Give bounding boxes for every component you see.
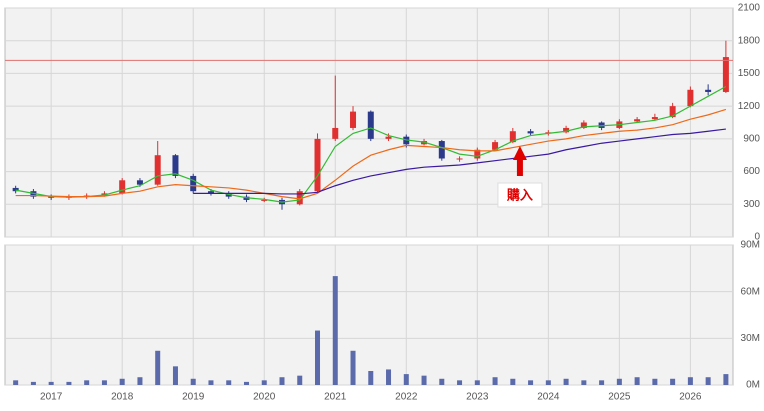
candle-body bbox=[687, 89, 694, 107]
moving-average bbox=[193, 128, 726, 195]
volume-bar bbox=[545, 380, 551, 385]
x-tick-label: 2024 bbox=[537, 392, 560, 403]
volume-bar bbox=[30, 381, 36, 385]
volume-bar bbox=[386, 369, 392, 385]
annotation-label: 購入 bbox=[506, 187, 533, 202]
candle-body bbox=[492, 142, 499, 150]
candle-body bbox=[119, 180, 126, 194]
x-tick-label: 2020 bbox=[253, 392, 276, 403]
candle-body bbox=[705, 89, 712, 92]
volume-bar bbox=[563, 378, 569, 385]
volume-bar bbox=[315, 330, 321, 385]
candle-body bbox=[563, 127, 570, 133]
volume-bar bbox=[599, 380, 605, 385]
y-tick-label: 1200 bbox=[738, 101, 761, 112]
candle-body bbox=[527, 131, 534, 134]
x-tick-label: 2017 bbox=[40, 392, 63, 403]
volume-bar bbox=[261, 380, 267, 385]
volume-bar bbox=[208, 380, 214, 385]
y-tick-label: 30M bbox=[741, 333, 760, 344]
volume-bar bbox=[403, 374, 409, 385]
x-tick-label: 2025 bbox=[608, 392, 631, 403]
y-tick-label: 60M bbox=[741, 286, 760, 297]
volume-bar bbox=[474, 380, 480, 385]
candle-body bbox=[261, 199, 268, 201]
volume-bar bbox=[297, 375, 303, 385]
candle-body bbox=[509, 131, 516, 143]
y-tick-label: 90M bbox=[741, 240, 760, 251]
volume-bar bbox=[332, 276, 338, 385]
y-tick-label: 2100 bbox=[738, 3, 761, 14]
volume-bar bbox=[616, 378, 622, 385]
candle-body bbox=[669, 106, 676, 118]
x-tick-label: 2026 bbox=[679, 392, 702, 403]
volume-bar bbox=[457, 380, 463, 385]
x-tick-label: 2021 bbox=[324, 392, 347, 403]
volume-bar bbox=[723, 374, 729, 385]
volume-bar bbox=[350, 350, 356, 385]
volume-bar bbox=[155, 350, 161, 385]
volume-bar bbox=[421, 375, 427, 385]
volume-bar bbox=[119, 378, 125, 385]
volume-bar bbox=[510, 378, 516, 385]
y-tick-label: 600 bbox=[743, 166, 760, 177]
candle-body bbox=[385, 136, 392, 139]
candle-body bbox=[314, 138, 321, 192]
candle-body bbox=[207, 191, 214, 194]
volume-bar bbox=[48, 381, 54, 385]
x-tick-label: 2023 bbox=[466, 392, 489, 403]
volume-bar bbox=[652, 378, 658, 385]
x-tick-label: 2019 bbox=[182, 392, 205, 403]
candle-body bbox=[296, 191, 303, 205]
candle-body bbox=[438, 141, 445, 159]
volume-bar bbox=[13, 380, 19, 385]
y-tick-label: 0M bbox=[746, 380, 760, 391]
y-tick-label: 1500 bbox=[738, 68, 761, 79]
candle-body bbox=[350, 111, 357, 128]
volume-bar bbox=[368, 371, 374, 385]
annotation-arrow bbox=[512, 146, 527, 176]
moving-average bbox=[15, 85, 727, 203]
x-tick-label: 2022 bbox=[395, 392, 418, 403]
y-tick-label: 1800 bbox=[738, 35, 761, 46]
volume-bar bbox=[439, 378, 445, 385]
volume-panel bbox=[4, 244, 734, 386]
candle-body bbox=[634, 119, 641, 122]
y-tick-label: 900 bbox=[743, 133, 760, 144]
candle-body bbox=[722, 57, 729, 92]
y-tick-label: 300 bbox=[743, 199, 760, 210]
volume-bar bbox=[705, 377, 711, 385]
volume-bar bbox=[279, 377, 285, 385]
volume-bar bbox=[84, 380, 90, 385]
candle-body bbox=[651, 117, 658, 120]
volume-bar bbox=[66, 381, 72, 385]
volume-bar bbox=[226, 380, 232, 385]
volume-bar bbox=[687, 377, 693, 385]
candle-body bbox=[136, 180, 143, 185]
volume-bar bbox=[492, 377, 498, 385]
moving-average bbox=[15, 108, 727, 200]
candle-body bbox=[332, 127, 339, 139]
volume-bar bbox=[172, 366, 178, 385]
candle-body bbox=[12, 187, 19, 192]
candle-body bbox=[580, 122, 587, 128]
volume-bar bbox=[190, 378, 196, 385]
candle-body bbox=[474, 149, 481, 159]
volume-bar bbox=[528, 380, 534, 385]
candle-body bbox=[367, 111, 374, 139]
candle-body bbox=[456, 158, 463, 160]
candle-body bbox=[172, 155, 179, 176]
volume-bar bbox=[243, 381, 249, 385]
volume-bar bbox=[581, 380, 587, 385]
x-tick-label: 2018 bbox=[111, 392, 134, 403]
volume-bar bbox=[137, 377, 143, 385]
candle-body bbox=[154, 155, 161, 185]
volume-bar bbox=[101, 380, 107, 385]
annotation-box bbox=[497, 182, 543, 208]
y-tick-label: 0 bbox=[754, 232, 760, 243]
volume-bar bbox=[634, 377, 640, 385]
candle-body bbox=[190, 175, 197, 192]
volume-bar bbox=[670, 378, 676, 385]
